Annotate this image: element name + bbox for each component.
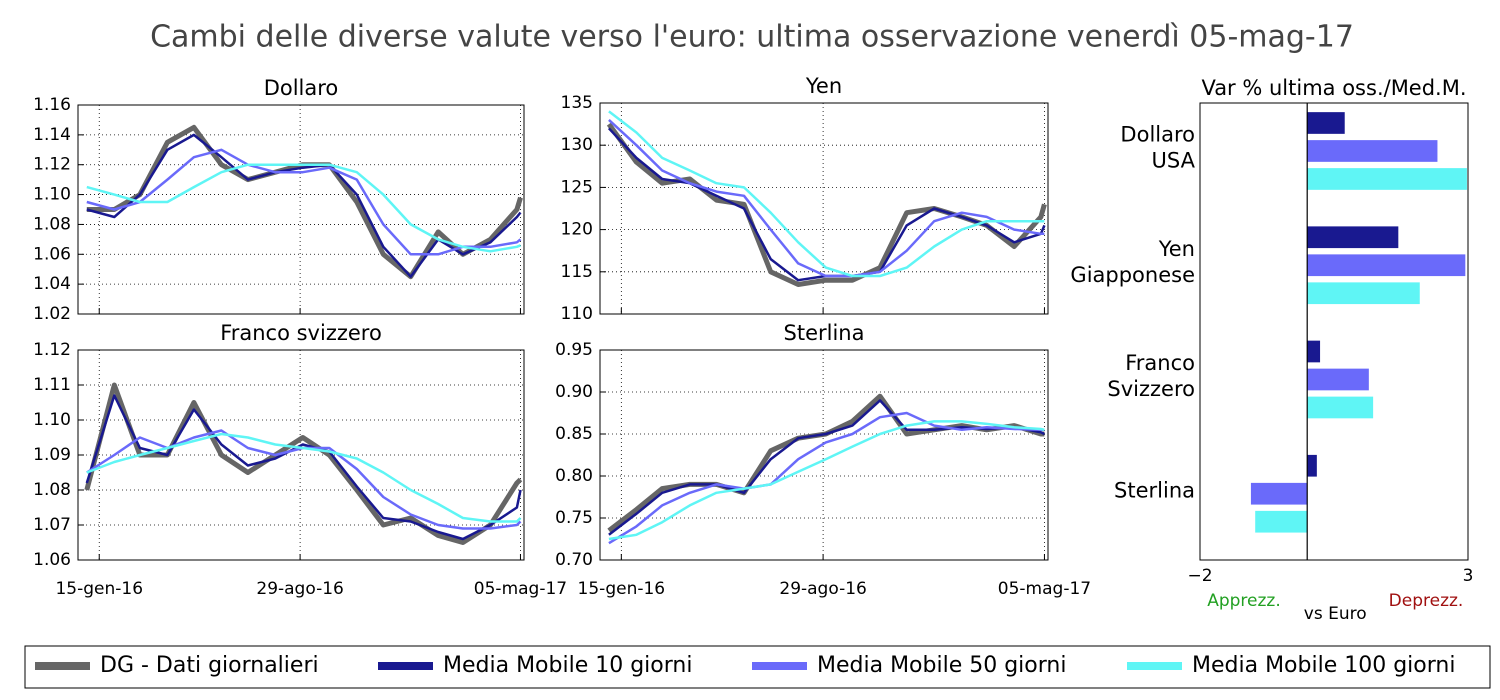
x-tick-label: 3 bbox=[1463, 566, 1474, 586]
legend-label: Media Mobile 100 giorni bbox=[1192, 653, 1455, 678]
series-line bbox=[607, 393, 1045, 533]
y-tick-label: 1.12 bbox=[33, 155, 71, 175]
bar bbox=[1307, 282, 1420, 305]
series-line bbox=[608, 110, 1045, 278]
y-tick-label: 115 bbox=[561, 262, 593, 282]
category-label: Franco Svizzero bbox=[1107, 351, 1195, 401]
x-tick-label: 05-mag-17 bbox=[998, 579, 1091, 599]
y-tick-label: 1.08 bbox=[33, 480, 71, 500]
plot-frame bbox=[1199, 102, 1469, 561]
category-label: Dollaro USA bbox=[1120, 123, 1195, 173]
series-line bbox=[608, 420, 1045, 541]
y-tick-label: 1.10 bbox=[33, 185, 71, 205]
series-line bbox=[608, 118, 1045, 278]
bar bbox=[1250, 482, 1308, 505]
annotation: Deprezz. bbox=[1389, 591, 1464, 611]
x-tick-label: 29-ago-16 bbox=[779, 579, 866, 599]
y-tick-label: 1.04 bbox=[33, 274, 71, 294]
figure-title: Cambi delle diverse valute verso l'euro:… bbox=[150, 20, 1354, 55]
y-tick-label: 135 bbox=[561, 93, 593, 113]
y-tick-label: 1.10 bbox=[33, 410, 71, 430]
y-tick-label: 0.85 bbox=[555, 424, 593, 444]
bar bbox=[1255, 510, 1308, 533]
bar bbox=[1307, 254, 1466, 277]
legend-label: DG - Dati giornalieri bbox=[100, 653, 319, 678]
annotation: Apprezz. bbox=[1207, 591, 1281, 611]
series-line bbox=[608, 411, 1045, 545]
y-tick-label: 1.06 bbox=[33, 550, 71, 570]
y-tick-label: 120 bbox=[561, 220, 593, 240]
bar bbox=[1307, 454, 1317, 477]
x-tick-label: 15-gen-16 bbox=[55, 579, 143, 599]
legend-label: Media Mobile 10 giorni bbox=[443, 653, 692, 678]
plot-frame bbox=[77, 349, 525, 561]
y-tick-label: 0.80 bbox=[555, 466, 593, 486]
y-tick-label: 125 bbox=[561, 177, 593, 197]
y-tick-label: 1.06 bbox=[33, 244, 71, 264]
x-tick-label: −2 bbox=[1187, 566, 1212, 586]
y-tick-label: 1.11 bbox=[33, 375, 71, 395]
series-line bbox=[86, 429, 522, 530]
y-tick-label: 0.70 bbox=[555, 550, 593, 570]
category-label: Yen Giapponese bbox=[1070, 237, 1195, 287]
y-tick-label: 1.09 bbox=[33, 445, 71, 465]
y-tick-label: 1.14 bbox=[33, 125, 71, 145]
category-label: Sterlina bbox=[1114, 478, 1195, 502]
bar bbox=[1307, 368, 1369, 391]
y-tick-label: 1.08 bbox=[33, 214, 71, 234]
panel-title: Franco svizzero bbox=[220, 321, 382, 345]
plot-frame bbox=[599, 349, 1049, 561]
series-line bbox=[86, 432, 522, 523]
plot-frame bbox=[77, 104, 525, 315]
bar bbox=[1307, 112, 1345, 134]
bar bbox=[1307, 168, 1467, 190]
series-line bbox=[86, 163, 521, 253]
y-tick-label: 0.75 bbox=[555, 508, 593, 528]
y-tick-label: 130 bbox=[561, 135, 593, 155]
plot-frame bbox=[599, 102, 1049, 315]
series-line bbox=[606, 122, 1047, 287]
bar bbox=[1307, 226, 1399, 249]
legend-label: Media Mobile 50 giorni bbox=[817, 653, 1066, 678]
annotation: vs Euro bbox=[1304, 604, 1367, 624]
y-tick-label: 1.16 bbox=[33, 95, 71, 115]
bar bbox=[1307, 340, 1321, 363]
bar bbox=[1307, 396, 1374, 419]
series-line bbox=[85, 394, 522, 541]
y-tick-label: 1.02 bbox=[33, 304, 71, 324]
series-line bbox=[607, 127, 1046, 282]
panel-title: Sterlina bbox=[784, 321, 865, 345]
x-tick-label: 29-ago-16 bbox=[256, 579, 343, 599]
series-line bbox=[84, 382, 523, 545]
y-tick-label: 0.90 bbox=[555, 382, 593, 402]
x-tick-label: 05-mag-17 bbox=[474, 579, 567, 599]
y-tick-label: 0.95 bbox=[555, 340, 593, 360]
y-tick-label: 1.12 bbox=[33, 340, 71, 360]
panel-title: Var % ultima oss./Med.M. bbox=[1201, 76, 1466, 100]
y-tick-label: 1.07 bbox=[33, 515, 71, 535]
bar bbox=[1307, 140, 1438, 162]
panel-title: Dollaro bbox=[264, 76, 339, 100]
panel-title: Yen bbox=[805, 74, 842, 98]
x-tick-label: 15-gen-16 bbox=[578, 579, 666, 599]
series-line bbox=[86, 133, 522, 278]
y-tick-label: 110 bbox=[561, 304, 593, 324]
